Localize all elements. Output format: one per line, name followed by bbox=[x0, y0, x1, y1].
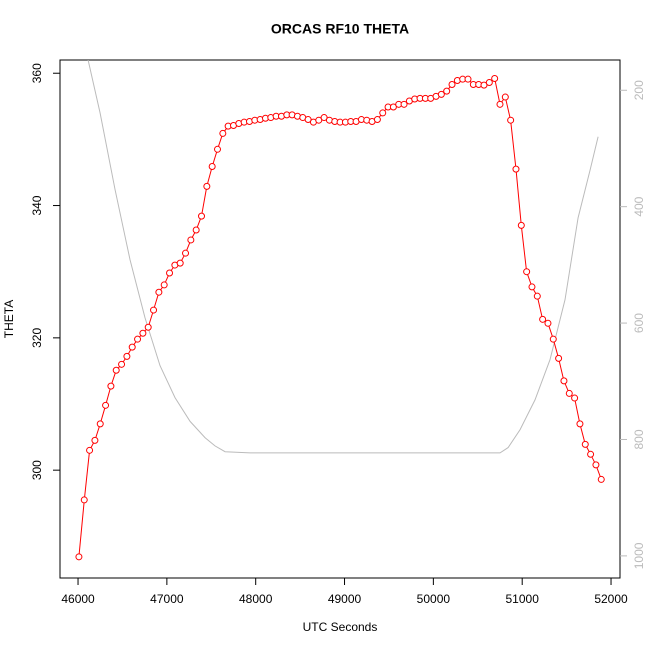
data-point bbox=[150, 306, 158, 314]
data-point bbox=[480, 81, 488, 89]
data-point bbox=[304, 116, 312, 124]
data-point bbox=[523, 268, 531, 276]
y-tick-label: 340 bbox=[30, 195, 44, 215]
data-point bbox=[400, 100, 408, 108]
x-tick-label: 49000 bbox=[328, 592, 362, 606]
series-line bbox=[87, 60, 599, 454]
y-tick-label: 360 bbox=[30, 63, 44, 83]
data-point bbox=[528, 283, 536, 291]
data-point bbox=[592, 461, 600, 469]
data-point bbox=[102, 401, 110, 409]
data-point bbox=[144, 323, 152, 331]
data-point bbox=[134, 335, 142, 343]
data-point bbox=[198, 212, 206, 220]
data-point bbox=[192, 226, 200, 234]
data-point bbox=[533, 292, 541, 300]
data-point bbox=[208, 163, 216, 171]
data-point bbox=[166, 269, 174, 277]
data-point bbox=[123, 352, 131, 360]
data-point bbox=[448, 80, 456, 88]
data-point bbox=[219, 129, 227, 137]
data-point bbox=[389, 103, 397, 111]
x-tick-label: 52000 bbox=[594, 592, 628, 606]
data-point bbox=[565, 389, 573, 397]
x-axis-label: UTC Seconds bbox=[303, 620, 378, 634]
data-point bbox=[118, 360, 126, 368]
data-point bbox=[587, 450, 595, 458]
data-point bbox=[214, 145, 221, 153]
data-point bbox=[571, 394, 579, 402]
data-point bbox=[112, 366, 120, 374]
data-point bbox=[107, 382, 115, 390]
data-point bbox=[544, 319, 552, 327]
y2-tick-label: 600 bbox=[632, 313, 646, 333]
data-point bbox=[182, 249, 190, 257]
x-tick-label: 50000 bbox=[417, 592, 451, 606]
data-point bbox=[539, 315, 547, 323]
data-point bbox=[576, 420, 584, 428]
y2-tick-label: 200 bbox=[632, 80, 646, 100]
data-point bbox=[373, 116, 381, 124]
data-point bbox=[80, 496, 88, 504]
data-point bbox=[320, 114, 328, 122]
x-tick-label: 46000 bbox=[61, 592, 95, 606]
data-point bbox=[139, 329, 147, 337]
data-point bbox=[187, 236, 195, 244]
data-point bbox=[491, 75, 499, 83]
data-point bbox=[86, 446, 94, 454]
data-point bbox=[128, 343, 136, 351]
data-point bbox=[176, 259, 184, 267]
data-point bbox=[155, 288, 163, 296]
y-axis-label: THETA bbox=[2, 300, 16, 338]
data-point bbox=[517, 221, 525, 229]
y2-tick-label: 1000 bbox=[632, 542, 646, 569]
data-point bbox=[597, 475, 605, 483]
data-point bbox=[160, 281, 168, 289]
data-point bbox=[485, 78, 493, 86]
data-point bbox=[555, 354, 563, 362]
data-point bbox=[315, 116, 323, 124]
data-point bbox=[501, 93, 509, 101]
x-tick-label: 51000 bbox=[506, 592, 540, 606]
data-point bbox=[496, 100, 504, 108]
y-tick-label: 320 bbox=[30, 328, 44, 348]
chart-title: ORCAS RF10 THETA bbox=[271, 21, 409, 37]
data-point bbox=[75, 553, 83, 561]
data-point bbox=[549, 335, 557, 343]
data-point bbox=[437, 90, 445, 98]
y2-tick-label: 800 bbox=[632, 429, 646, 449]
data-point bbox=[512, 165, 520, 173]
y-tick-label: 300 bbox=[30, 460, 44, 480]
y2-tick-label: 400 bbox=[632, 196, 646, 216]
data-point bbox=[507, 116, 515, 124]
data-point bbox=[203, 182, 211, 190]
x-tick-label: 47000 bbox=[150, 592, 184, 606]
data-point bbox=[96, 420, 104, 428]
data-point bbox=[560, 377, 568, 385]
x-tick-label: 48000 bbox=[239, 592, 273, 606]
data-point bbox=[581, 440, 589, 448]
data-point bbox=[91, 436, 99, 444]
data-point bbox=[379, 109, 387, 117]
data-point bbox=[443, 87, 451, 95]
data-point bbox=[464, 75, 472, 83]
